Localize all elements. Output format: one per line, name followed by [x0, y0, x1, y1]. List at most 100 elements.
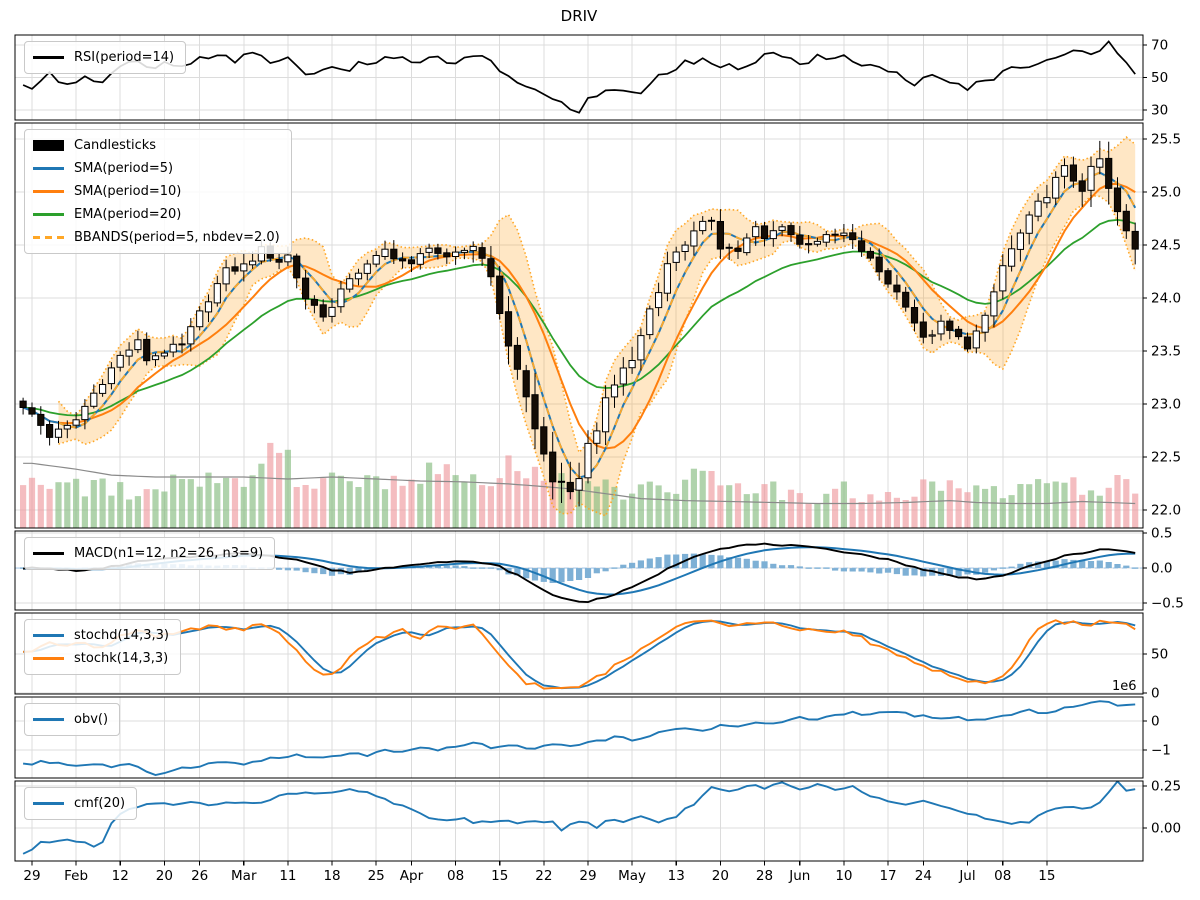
- legend-main: Candlesticks SMA(period=5) SMA(period=10…: [24, 129, 292, 254]
- x-tick-label: 20: [156, 868, 173, 884]
- legend-item-candlesticks: Candlesticks: [33, 134, 280, 157]
- x-tick-label: 29: [23, 868, 40, 884]
- y-tick-label: 70: [1151, 38, 1168, 54]
- x-tick-label: 17: [879, 868, 896, 884]
- rsi-panel: [22, 40, 1136, 114]
- legend-label-sma10: SMA(period=10): [74, 184, 182, 199]
- legend-item-stochd: stochd(14,3,3): [33, 624, 169, 647]
- stochk-line-swatch: [33, 657, 64, 660]
- x-tick-label: May: [618, 868, 646, 884]
- sma10-line-swatch: [33, 190, 64, 193]
- legend-label-rsi: RSI(period=14): [74, 50, 175, 65]
- x-tick-label: 08: [447, 868, 464, 884]
- legend-label-sma5: SMA(period=5): [74, 161, 174, 176]
- volume-bars: [20, 442, 1139, 528]
- x-tick-label: 24: [915, 868, 932, 884]
- x-tick-label: 22: [535, 868, 552, 884]
- y-tick-label: 23.5: [1151, 343, 1181, 359]
- y-tick-label: 25.5: [1151, 131, 1181, 147]
- y-tick-label: 24.5: [1151, 237, 1181, 253]
- stochd-line: [23, 620, 1136, 690]
- legend-macd: MACD(n1=12, n2=26, n3=9): [24, 537, 276, 570]
- y-tick-label: 0.25: [1151, 779, 1181, 795]
- y-tick-label: 24.0: [1151, 290, 1181, 306]
- legend-item-bbands: BBANDS(period=5, nbdev=2.0): [33, 226, 280, 249]
- rsi-line-swatch: [33, 56, 64, 59]
- candlesticks: [19, 140, 1139, 507]
- x-tick-label: 11: [279, 868, 296, 884]
- ema20-line-swatch: [33, 213, 64, 216]
- rsi-line: [22, 40, 1136, 114]
- y-tick-label: 0.0: [1151, 561, 1172, 577]
- sma5-line-swatch: [33, 167, 64, 170]
- axes: [14, 34, 1147, 866]
- legend-obv: obv(): [24, 703, 121, 736]
- y-tick-label: −1: [1151, 742, 1171, 758]
- obv-line: [22, 700, 1136, 776]
- sma10-line: [22, 182, 1136, 450]
- price-panel: [19, 136, 1139, 528]
- ema20-line: [23, 218, 1136, 417]
- legend-label-stochk: stochk(14,3,3): [74, 651, 169, 666]
- legend-item-ema20: EMA(period=20): [33, 203, 280, 226]
- legend-item-rsi: RSI(period=14): [33, 46, 174, 69]
- stoch-panel: [23, 619, 1136, 690]
- y-tick-label: 50: [1151, 70, 1168, 86]
- x-tick-label: 08: [994, 868, 1011, 884]
- stochk-line: [23, 619, 1136, 690]
- x-tick-label: 28: [756, 868, 773, 884]
- bbands-line-swatch: [33, 236, 64, 239]
- legend-label-bbands: BBANDS(period=5, nbdev=2.0): [74, 230, 280, 245]
- y-tick-label: 0.00: [1151, 821, 1181, 837]
- x-tick-label: 26: [191, 868, 208, 884]
- x-tick-label: 25: [368, 868, 385, 884]
- x-tick-label: Apr: [400, 868, 424, 884]
- legend-label-ema20: EMA(period=20): [74, 207, 182, 222]
- y-tick-label: 22.5: [1151, 449, 1181, 465]
- x-tick-label: 20: [712, 868, 729, 884]
- y-tick-label: 25.0: [1151, 184, 1181, 200]
- stochd-line-swatch: [33, 634, 64, 637]
- y-tick-label: 22.0: [1151, 502, 1181, 518]
- y-tick-label: 30: [1151, 102, 1168, 118]
- x-tick-label: Jun: [788, 868, 810, 884]
- x-tick-label: 15: [1038, 868, 1055, 884]
- legend-label-cmf: cmf(20): [74, 796, 126, 811]
- legend-label-macd: MACD(n1=12, n2=26, n3=9): [74, 546, 264, 561]
- legend-item-sma10: SMA(period=10): [33, 180, 280, 203]
- legend-item-cmf: cmf(20): [33, 792, 125, 815]
- legend-item-sma5: SMA(period=5): [33, 157, 280, 180]
- x-tick-label: 18: [323, 868, 340, 884]
- obv-panel: [22, 700, 1136, 776]
- gridlines: [15, 35, 1143, 861]
- x-tick-label: Feb: [64, 868, 88, 884]
- cmf-line: [22, 781, 1136, 855]
- y-tick-label: 0: [1151, 714, 1160, 730]
- bollinger-lower-line: [58, 194, 1136, 517]
- cmf-line-swatch: [33, 802, 64, 805]
- y-tick-label: 0.5: [1151, 526, 1172, 542]
- legend-label-stochd: stochd(14,3,3): [74, 628, 169, 643]
- legend-rsi: RSI(period=14): [24, 41, 187, 74]
- obv-line-swatch: [33, 718, 64, 721]
- bollinger-band-fill: [58, 137, 1136, 516]
- x-tick-label: 29: [579, 868, 596, 884]
- legend-cmf: cmf(20): [24, 787, 138, 820]
- obv-axis-offset-label: 1e6: [1112, 679, 1137, 694]
- x-tick-label: Mar: [231, 868, 257, 884]
- legend-label-obv: obv(): [74, 712, 109, 727]
- x-tick-label: 13: [668, 868, 685, 884]
- legend-item-obv: obv(): [33, 708, 108, 731]
- legend-item-macd: MACD(n1=12, n2=26, n3=9): [33, 542, 263, 565]
- cmf-panel: [22, 781, 1136, 855]
- legend-item-stochk: stochk(14,3,3): [33, 647, 169, 670]
- x-tick-label: 12: [112, 868, 129, 884]
- y-tick-label: −0.5: [1151, 596, 1184, 612]
- x-tick-label: Jul: [958, 868, 975, 884]
- y-tick-label: 50: [1151, 646, 1168, 662]
- candlestick-swatch: [33, 140, 64, 151]
- chart-title: DRIV: [560, 7, 598, 25]
- y-tick-label: 0: [1151, 685, 1160, 701]
